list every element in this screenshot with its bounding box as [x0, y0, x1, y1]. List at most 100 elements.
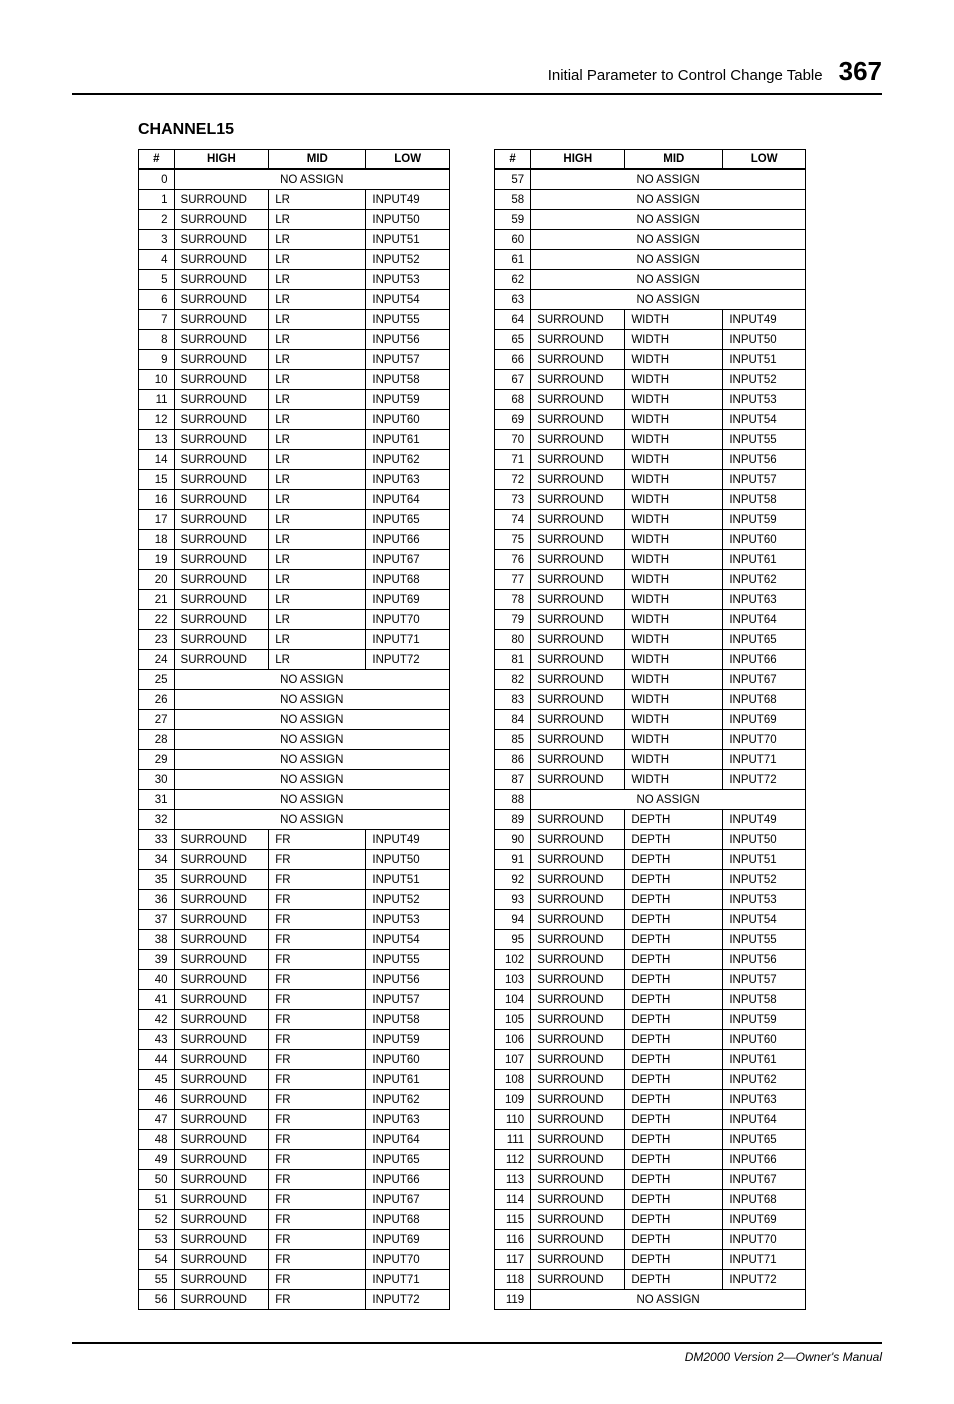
- table-row: 92SURROUNDDEPTHINPUT52: [495, 870, 806, 890]
- cell-mid: DEPTH: [625, 1190, 723, 1210]
- cell-low: INPUT60: [723, 530, 806, 550]
- cell-num: 116: [495, 1230, 531, 1250]
- cell-low: INPUT49: [723, 310, 806, 330]
- cell-low: INPUT66: [366, 1170, 450, 1190]
- cell-no-assign: NO ASSIGN: [174, 730, 449, 750]
- cell-mid: LR: [269, 610, 366, 630]
- cell-high: SURROUND: [531, 670, 625, 690]
- cell-num: 115: [495, 1210, 531, 1230]
- cell-high: SURROUND: [174, 1150, 269, 1170]
- cell-high: SURROUND: [531, 390, 625, 410]
- cell-low: INPUT51: [366, 230, 450, 250]
- table-row: 62NO ASSIGN: [495, 270, 806, 290]
- cell-num: 20: [139, 570, 175, 590]
- cell-num: 64: [495, 310, 531, 330]
- cell-mid: DEPTH: [625, 1250, 723, 1270]
- cell-mid: FR: [269, 930, 366, 950]
- cell-num: 67: [495, 370, 531, 390]
- cell-high: SURROUND: [531, 1130, 625, 1150]
- cell-num: 88: [495, 790, 531, 810]
- cell-low: INPUT53: [366, 270, 450, 290]
- table-row: 103SURROUNDDEPTHINPUT57: [495, 970, 806, 990]
- cell-high: SURROUND: [531, 310, 625, 330]
- cell-num: 110: [495, 1110, 531, 1130]
- table-row: 109SURROUNDDEPTHINPUT63: [495, 1090, 806, 1110]
- cell-num: 94: [495, 910, 531, 930]
- table-row: 77SURROUNDWIDTHINPUT62: [495, 570, 806, 590]
- cell-num: 56: [139, 1290, 175, 1310]
- table-row: 107SURROUNDDEPTHINPUT61: [495, 1050, 806, 1070]
- table-row: 66SURROUNDWIDTHINPUT51: [495, 350, 806, 370]
- cell-low: INPUT49: [723, 810, 806, 830]
- cell-num: 112: [495, 1150, 531, 1170]
- cell-no-assign: NO ASSIGN: [174, 810, 449, 830]
- cell-low: INPUT66: [366, 530, 450, 550]
- cell-mid: FR: [269, 1090, 366, 1110]
- cell-mid: FR: [269, 1270, 366, 1290]
- cell-high: SURROUND: [174, 470, 269, 490]
- cell-low: INPUT56: [723, 950, 806, 970]
- cell-num: 109: [495, 1090, 531, 1110]
- cell-low: INPUT66: [723, 1150, 806, 1170]
- cell-low: INPUT67: [366, 550, 450, 570]
- cell-num: 86: [495, 750, 531, 770]
- cell-num: 37: [139, 910, 175, 930]
- table-row: 54SURROUNDFRINPUT70: [139, 1250, 450, 1270]
- table-row: 102SURROUNDDEPTHINPUT56: [495, 950, 806, 970]
- cell-high: SURROUND: [531, 1090, 625, 1110]
- cell-high: SURROUND: [174, 1290, 269, 1310]
- cell-high: SURROUND: [531, 950, 625, 970]
- cell-low: INPUT58: [366, 370, 450, 390]
- cell-high: SURROUND: [174, 330, 269, 350]
- cell-num: 33: [139, 830, 175, 850]
- cell-no-assign: NO ASSIGN: [531, 190, 806, 210]
- table-row: 28NO ASSIGN: [139, 730, 450, 750]
- cell-num: 85: [495, 730, 531, 750]
- cell-mid: FR: [269, 870, 366, 890]
- cell-num: 104: [495, 990, 531, 1010]
- cell-low: INPUT70: [366, 610, 450, 630]
- cell-high: SURROUND: [174, 970, 269, 990]
- cell-low: INPUT54: [723, 910, 806, 930]
- table-row: 43SURROUNDFRINPUT59: [139, 1030, 450, 1050]
- cell-mid: WIDTH: [625, 450, 723, 470]
- cell-num: 87: [495, 770, 531, 790]
- table-row: 59NO ASSIGN: [495, 210, 806, 230]
- cell-low: INPUT65: [723, 1130, 806, 1150]
- cell-num: 58: [495, 190, 531, 210]
- cell-num: 77: [495, 570, 531, 590]
- table-row: 111SURROUNDDEPTHINPUT65: [495, 1130, 806, 1150]
- table-row: 18SURROUNDLRINPUT66: [139, 530, 450, 550]
- page: Initial Parameter to Control Change Tabl…: [0, 0, 954, 1404]
- cell-num: 54: [139, 1250, 175, 1270]
- cell-low: INPUT56: [366, 970, 450, 990]
- cell-mid: FR: [269, 1070, 366, 1090]
- cell-high: SURROUND: [531, 470, 625, 490]
- cell-mid: DEPTH: [625, 1150, 723, 1170]
- table-row: 22SURROUNDLRINPUT70: [139, 610, 450, 630]
- cell-num: 114: [495, 1190, 531, 1210]
- cell-mid: FR: [269, 1130, 366, 1150]
- cell-num: 27: [139, 710, 175, 730]
- cell-low: INPUT60: [366, 410, 450, 430]
- cell-high: SURROUND: [531, 410, 625, 430]
- table-row: 70SURROUNDWIDTHINPUT55: [495, 430, 806, 450]
- cell-high: SURROUND: [174, 1190, 269, 1210]
- cell-mid: WIDTH: [625, 610, 723, 630]
- table-row: 52SURROUNDFRINPUT68: [139, 1210, 450, 1230]
- table-row: 79SURROUNDWIDTHINPUT64: [495, 610, 806, 630]
- cell-mid: LR: [269, 470, 366, 490]
- cell-high: SURROUND: [531, 810, 625, 830]
- cell-low: INPUT54: [723, 410, 806, 430]
- cell-num: 22: [139, 610, 175, 630]
- cell-high: SURROUND: [174, 230, 269, 250]
- cell-mid: LR: [269, 370, 366, 390]
- cell-num: 1: [139, 190, 175, 210]
- table-row: 53SURROUNDFRINPUT69: [139, 1230, 450, 1250]
- table-row: 72SURROUNDWIDTHINPUT57: [495, 470, 806, 490]
- cell-mid: FR: [269, 1050, 366, 1070]
- cell-num: 35: [139, 870, 175, 890]
- table-row: 55SURROUNDFRINPUT71: [139, 1270, 450, 1290]
- cell-low: INPUT63: [366, 470, 450, 490]
- cell-mid: LR: [269, 190, 366, 210]
